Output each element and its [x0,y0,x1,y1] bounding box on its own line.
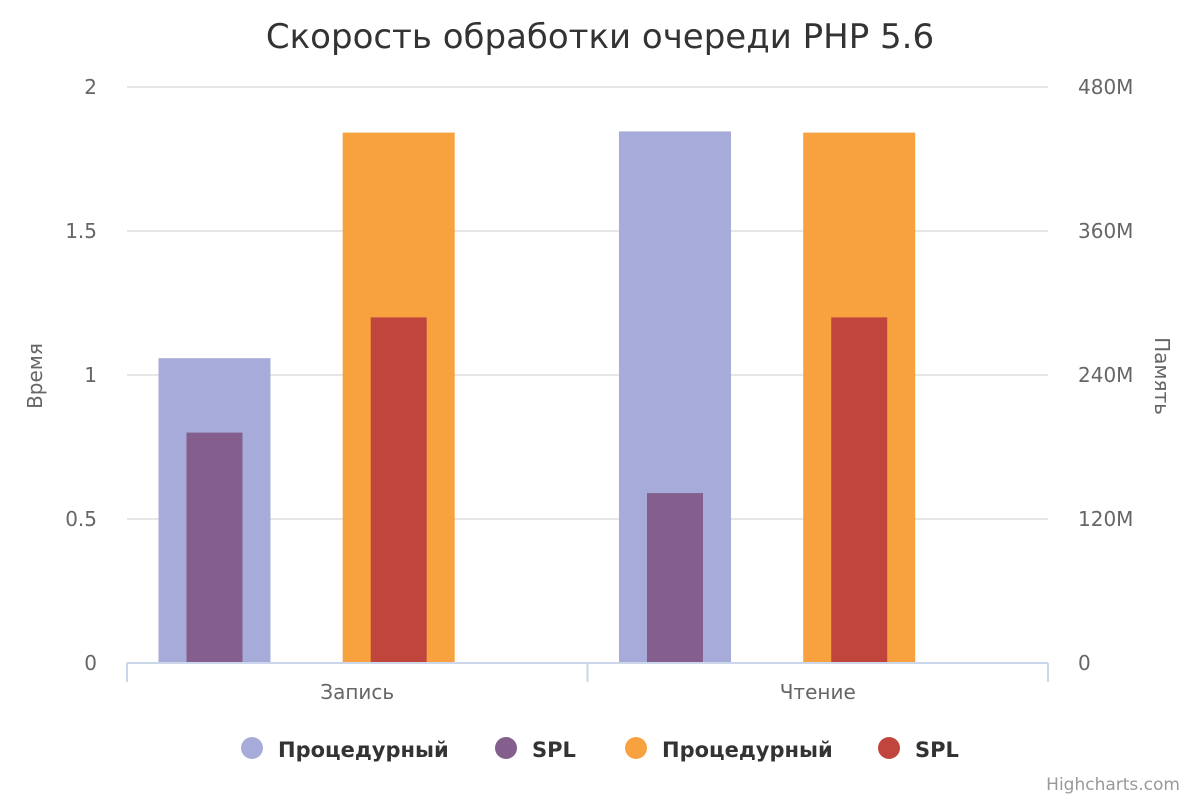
right-y-tick-label: 360M [1078,219,1133,243]
right-y-axis-ticks: 0 120M 240M 360M 480M [1078,75,1133,675]
legend[interactable]: Процедурный SPL Процедурный SPL [241,737,959,762]
right-y-axis-title: Память [1150,337,1174,415]
right-y-tick-label: 120M [1078,507,1133,531]
x-axis-label: Чтение [780,680,856,704]
legend-item[interactable]: SPL [495,737,576,762]
left-y-tick-label: 2 [84,75,97,99]
legend-item[interactable]: Процедурный [625,737,833,762]
left-y-axis-title: Время [23,343,47,409]
left-y-tick-label: 0.5 [65,507,97,531]
legend-marker [878,737,900,759]
legend-label: Процедурный [278,738,449,762]
legend-marker [241,737,263,759]
bar-spl-1-1[interactable] [646,493,703,663]
left-y-axis-ticks: 0 0.5 1 1.5 2 [65,75,97,675]
chart-title: Скорость обработки очереди PHP 5.6 [266,17,934,57]
bars [158,131,916,664]
right-y-tick-label: 0 [1078,651,1091,675]
legend-item[interactable]: SPL [878,737,959,762]
legend-marker [495,737,517,759]
bar-spl-1-0[interactable] [186,432,243,663]
left-y-tick-label: 0 [84,651,97,675]
x-axis-labels: Запись Чтение [320,680,855,704]
x-axis-label: Запись [320,680,394,704]
legend-label: SPL [532,738,576,762]
right-y-tick-label: 240M [1078,363,1133,387]
legend-label: Процедурный [662,738,833,762]
left-y-tick-label: 1.5 [65,219,97,243]
bar-spl-3-0[interactable] [370,317,427,663]
bar-spl-3-1[interactable] [831,317,888,663]
legend-marker [625,737,647,759]
legend-label: SPL [915,738,959,762]
left-y-tick-label: 1 [84,363,97,387]
credits-link[interactable]: Highcharts.com [1046,775,1180,795]
legend-item[interactable]: Процедурный [241,737,449,762]
right-y-tick-label: 480M [1078,75,1133,99]
x-axis [126,662,1049,682]
